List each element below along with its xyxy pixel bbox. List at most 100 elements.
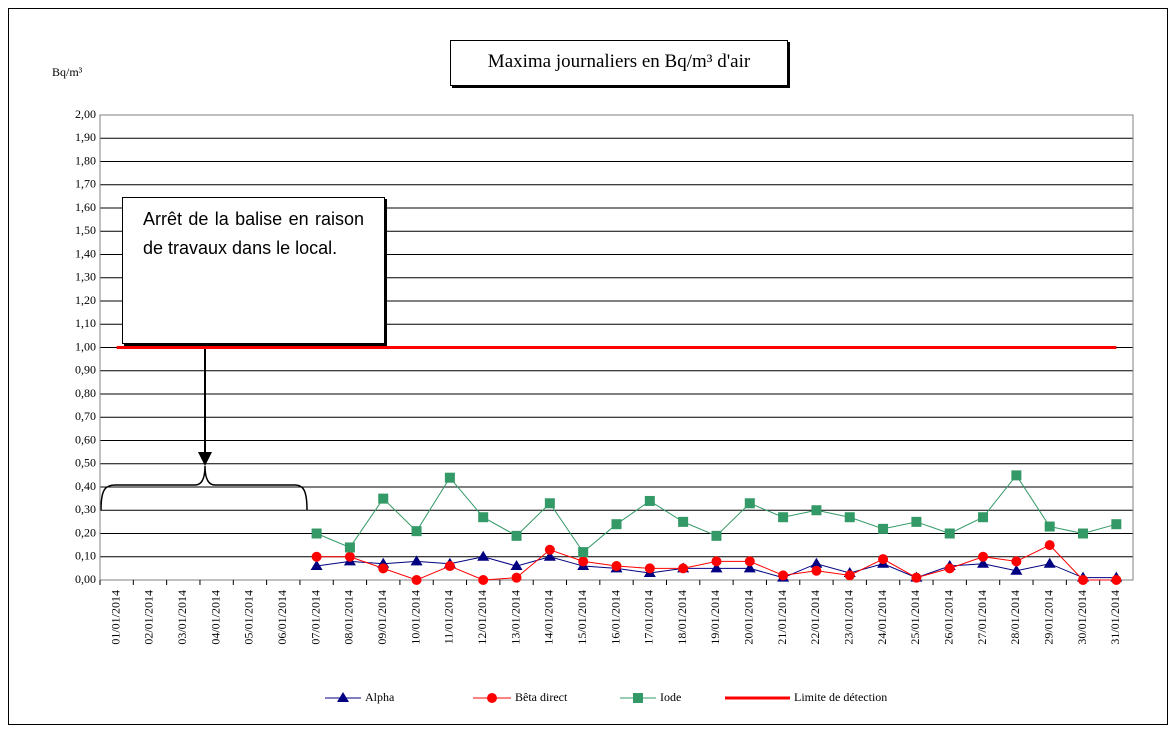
- x-tick-label: 26/01/2014: [941, 590, 955, 645]
- marker: [1044, 521, 1055, 532]
- x-tick-label: 07/01/2014: [308, 590, 322, 645]
- x-tick-label: 10/01/2014: [408, 590, 422, 645]
- marker: [611, 519, 622, 530]
- marker: [1011, 470, 1022, 481]
- marker: [478, 575, 489, 585]
- x-tick-label: 11/01/2014: [442, 590, 456, 644]
- y-tick-label: 0,50: [75, 456, 96, 470]
- y-tick-label: 1,40: [75, 246, 96, 260]
- y-tick-label: 1,20: [75, 293, 96, 307]
- marker: [544, 498, 555, 509]
- x-tick-label: 13/01/2014: [508, 590, 522, 645]
- plot-area: [99, 114, 1134, 581]
- marker: [611, 561, 622, 572]
- marker: [711, 556, 722, 567]
- marker: [1078, 528, 1089, 539]
- marker: [344, 551, 355, 562]
- marker: [744, 556, 755, 567]
- marker: [878, 554, 889, 565]
- x-tick-label: 01/01/2014: [108, 590, 122, 645]
- marker: [544, 544, 555, 555]
- y-tick-label: 1,50: [75, 223, 96, 237]
- marker: [311, 528, 322, 539]
- marker: [1078, 575, 1089, 585]
- x-tick-label: 22/01/2014: [808, 590, 822, 645]
- y-tick-label: 0,60: [75, 432, 96, 446]
- y-tick-label: 1,90: [75, 130, 96, 144]
- x-tick-label: 19/01/2014: [708, 590, 722, 645]
- y-tick-label: 0,70: [75, 409, 96, 423]
- marker: [511, 530, 522, 541]
- marker: [1044, 540, 1055, 551]
- y-tick-label: 1,80: [75, 153, 96, 167]
- marker: [911, 516, 922, 527]
- y-tick-label: 0,20: [75, 525, 96, 539]
- marker: [844, 570, 855, 581]
- marker: [743, 562, 756, 573]
- marker: [378, 493, 389, 504]
- arrow-head: [198, 452, 212, 466]
- y-tick-label: 1,60: [75, 200, 96, 214]
- marker: [744, 498, 755, 509]
- marker: [444, 472, 455, 483]
- marker: [778, 570, 789, 581]
- marker: [511, 572, 522, 583]
- x-tick-label: 12/01/2014: [475, 590, 489, 645]
- marker: [311, 551, 322, 562]
- marker: [411, 575, 422, 585]
- x-tick-label: 08/01/2014: [342, 590, 356, 645]
- x-tick-label: 15/01/2014: [575, 590, 589, 645]
- x-tick-label: 20/01/2014: [742, 590, 756, 645]
- y-tick-label: 0,80: [75, 386, 96, 400]
- marker: [811, 505, 822, 516]
- bracket: [100, 465, 308, 511]
- marker: [844, 512, 855, 523]
- marker: [444, 561, 455, 572]
- chart-title: Maxima journaliers en Bq/m³ d'air: [450, 40, 788, 86]
- marker: [1010, 564, 1023, 575]
- y-axis-label: Bq/m³: [52, 65, 83, 79]
- x-tick-label: 16/01/2014: [608, 590, 622, 645]
- chart-frame: [8, 8, 1168, 725]
- x-tick-label: 17/01/2014: [642, 590, 656, 645]
- legend-label: Iode: [660, 690, 681, 704]
- marker: [411, 526, 422, 537]
- annotation: Arrêt de la balise en raison de travaux …: [122, 197, 385, 344]
- x-tick-label: 04/01/2014: [208, 590, 222, 645]
- marker: [487, 693, 497, 703]
- x-tick-label: 09/01/2014: [375, 590, 389, 645]
- y-tick-label: 0,90: [75, 363, 96, 377]
- y-tick-label: 0,10: [75, 549, 96, 563]
- x-tick-label: 25/01/2014: [908, 590, 922, 645]
- marker: [1111, 519, 1122, 530]
- y-tick-label: 1,00: [75, 339, 96, 353]
- marker: [644, 563, 655, 574]
- x-tick-label: 28/01/2014: [1008, 590, 1022, 645]
- x-tick-label: 27/01/2014: [975, 590, 989, 645]
- marker: [510, 560, 523, 571]
- y-tick-label: 0,30: [75, 502, 96, 516]
- marker: [711, 530, 722, 541]
- marker: [1011, 556, 1022, 567]
- legend-label: Alpha: [365, 690, 395, 704]
- marker: [944, 528, 955, 539]
- marker: [337, 692, 349, 702]
- y-tick-label: 2,00: [75, 107, 96, 121]
- x-tick-label: 06/01/2014: [275, 590, 289, 645]
- x-tick-label: 30/01/2014: [1075, 590, 1089, 645]
- marker: [344, 542, 355, 553]
- x-tick-label: 29/01/2014: [1041, 590, 1055, 645]
- y-tick-label: 0,40: [75, 479, 96, 493]
- marker: [478, 512, 489, 523]
- marker: [977, 557, 990, 568]
- marker: [911, 572, 922, 583]
- x-tick-label: 14/01/2014: [542, 590, 556, 645]
- x-tick-label: 23/01/2014: [842, 590, 856, 645]
- marker: [410, 555, 423, 566]
- x-tick-label: 24/01/2014: [875, 590, 889, 645]
- x-tick-label: 21/01/2014: [775, 590, 789, 645]
- marker: [811, 565, 822, 576]
- y-tick-label: 0,00: [75, 572, 96, 586]
